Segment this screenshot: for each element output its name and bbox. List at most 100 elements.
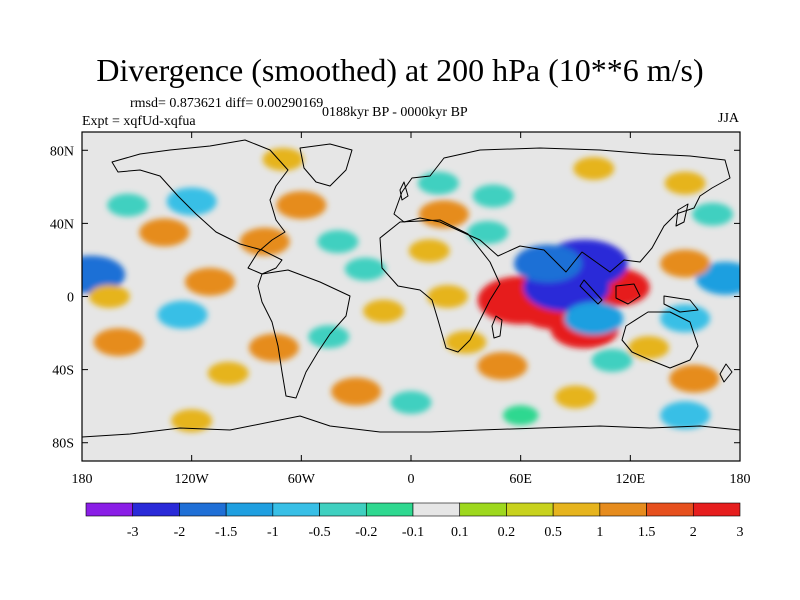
field-anomaly-43 <box>171 409 213 433</box>
field-anomaly-36 <box>660 304 711 333</box>
colorbar-label: -2 <box>174 525 186 540</box>
field-anomaly-32 <box>445 330 487 354</box>
x-tick-label: 120W <box>175 472 210 487</box>
field-anomaly-40 <box>555 385 596 409</box>
field-anomaly-19 <box>276 191 327 220</box>
field-anomaly-47 <box>692 202 734 226</box>
greenland-coastline <box>299 143 353 187</box>
field-anomaly-34 <box>591 348 633 372</box>
colorbar-swatch <box>272 502 320 517</box>
colorbar-label: -1.5 <box>215 525 237 540</box>
field-anomaly-18 <box>239 227 290 256</box>
africa-coastline <box>379 219 501 353</box>
colorbar-label: -1 <box>267 525 279 540</box>
field-anomaly-30 <box>467 221 509 245</box>
field-anomaly-8 <box>82 255 126 294</box>
season-label: JJA <box>718 111 740 126</box>
field-anomaly-20 <box>317 230 359 254</box>
colorbar-swatch <box>225 502 274 517</box>
field-anomaly-35 <box>628 336 670 360</box>
y-axis: 80N 40N 0 40S 80S <box>50 144 740 452</box>
colorbar-label: 1 <box>596 525 603 540</box>
field-anomaly-42 <box>660 401 711 430</box>
colorbar-label: -0.1 <box>402 525 424 540</box>
colorbar: -3 -2 -1.5 -1 -0.5 -0.2 -0.1 0.1 0.2 0.5 1 1.5 2 3 <box>85 502 744 540</box>
field-anomaly-41 <box>502 405 539 426</box>
field-anomaly-10 <box>660 249 711 278</box>
field-anomaly-46 <box>664 171 706 195</box>
field-anomaly-12 <box>157 300 208 329</box>
antarctica-coastline <box>82 415 740 438</box>
x-axis: 180 120W 60W 0 60E 120E 180 <box>72 132 751 487</box>
field-anomaly-28 <box>472 184 514 208</box>
field-anomaly-22 <box>363 299 405 323</box>
field-anomaly-45 <box>573 157 615 181</box>
colorbar-swatch <box>319 502 367 517</box>
eurasia-coastline <box>393 147 731 273</box>
field-anomaly-11 <box>184 267 235 296</box>
borneo-coastline <box>615 283 641 305</box>
field-anomaly-25 <box>207 361 249 385</box>
colorbar-swatch <box>646 502 694 517</box>
colorbar-swatch <box>179 502 227 517</box>
field-anomaly-21 <box>344 257 386 281</box>
sumatra-coastline <box>579 279 603 305</box>
field-anomaly-31 <box>427 285 469 308</box>
x-tick-label: 60E <box>509 472 532 487</box>
colorbar-swatch <box>599 502 647 517</box>
field-anomaly-14 <box>88 285 130 308</box>
colorbar-swatch <box>365 502 414 517</box>
rmsd-diff-label: rmsd= 0.873621 diff= 0.00290169 <box>130 96 324 111</box>
y-tick-label: 0 <box>67 291 74 306</box>
south-america-coastline <box>257 269 351 399</box>
x-tick-label: 60W <box>288 472 316 487</box>
y-tick-label: 40S <box>52 364 74 379</box>
colorbar-swatch <box>692 502 741 517</box>
field-anomaly-26 <box>408 239 450 263</box>
colorbar-swatch <box>552 502 601 517</box>
colorbar-label: 0.5 <box>544 525 562 540</box>
new-zealand-coastline <box>719 363 733 383</box>
colorbar-label: -0.5 <box>308 525 330 540</box>
coastlines <box>82 139 740 438</box>
colorbar-swatch <box>459 502 507 517</box>
field-anomaly-44 <box>262 147 304 171</box>
field-anomaly-27 <box>418 200 469 229</box>
colorbar-label: -3 <box>127 525 139 540</box>
divergence-field <box>82 147 740 433</box>
colorbar-swatch <box>412 502 461 517</box>
x-tick-label: 0 <box>408 472 415 487</box>
colorbar-label: 3 <box>737 525 744 540</box>
australia-coastline <box>621 311 699 369</box>
field-anomaly-24 <box>248 333 299 362</box>
experiment-label: Expt = xqfUd-xqfua <box>82 114 196 129</box>
colorbar-label: -0.2 <box>355 525 377 540</box>
colorbar-swatch <box>132 502 180 517</box>
colorbar-label: 2 <box>690 525 697 540</box>
x-tick-label: 180 <box>72 472 93 487</box>
madagascar-coastline <box>491 315 503 339</box>
field-anomaly-38 <box>331 377 382 406</box>
x-tick-label: 120E <box>616 472 646 487</box>
y-tick-label: 80N <box>50 144 74 159</box>
field-anomaly-15 <box>139 218 190 247</box>
field-anomaly-13 <box>93 328 144 357</box>
field-anomaly-29 <box>417 171 459 195</box>
chart-title: Divergence (smoothed) at 200 hPa (10**6 … <box>96 52 704 88</box>
field-anomaly-7 <box>564 301 624 335</box>
period-label: 0188kyr BP - 0000kyr BP <box>322 105 468 120</box>
colorbar-swatch <box>506 502 554 517</box>
north-america-coastline <box>111 139 289 275</box>
colorbar-swatch <box>85 502 134 517</box>
field-anomaly-16 <box>166 187 217 216</box>
field-anomaly-39 <box>390 391 432 415</box>
uk-coastline <box>399 181 409 201</box>
y-tick-label: 80S <box>52 437 74 452</box>
field-anomaly-37 <box>669 364 720 393</box>
field-anomaly-17 <box>107 193 149 217</box>
x-tick-label: 180 <box>730 472 751 487</box>
colorbar-label: 1.5 <box>638 525 656 540</box>
japan-coastline <box>675 203 689 227</box>
colorbar-label: 0.2 <box>498 525 516 540</box>
